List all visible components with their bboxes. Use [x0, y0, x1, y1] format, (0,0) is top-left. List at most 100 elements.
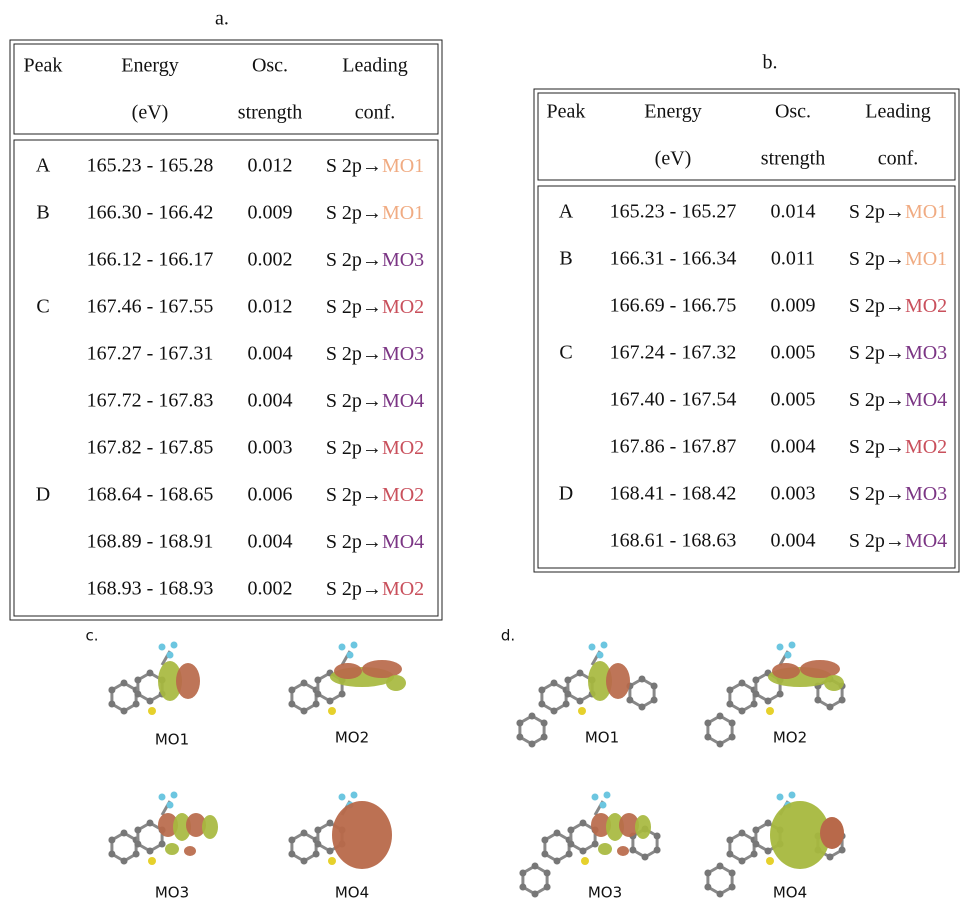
conf-orbital: MO4: [905, 530, 947, 552]
atom: [288, 687, 295, 694]
column-header: Peak: [547, 101, 586, 123]
energy-cell: 168.41 - 168.42: [610, 483, 737, 505]
conf-transition: S 2p→: [849, 389, 905, 411]
atom: [729, 734, 736, 741]
atom: [532, 863, 539, 870]
body-border: [538, 186, 955, 568]
molecule: [288, 642, 406, 716]
fluorine: [777, 794, 784, 801]
figure: a.PeakEnergy(eV)Osc.strengthLeadingconf.…: [0, 0, 960, 900]
atom: [301, 680, 308, 687]
osc-cell: 0.002: [248, 578, 293, 600]
atom: [751, 851, 758, 858]
atom: [726, 851, 733, 858]
conf-transition: S 2p→: [326, 437, 382, 459]
atom: [554, 858, 561, 865]
energy-cell: 166.31 - 166.34: [610, 248, 737, 270]
atom: [739, 708, 746, 715]
ring: [523, 866, 547, 894]
atom: [544, 884, 551, 891]
osc-cell: 0.003: [771, 483, 816, 505]
ring: [112, 833, 136, 861]
osc-cell: 0.012: [248, 296, 293, 318]
atom: [642, 854, 649, 861]
osc-cell: 0.003: [248, 437, 293, 459]
atom: [739, 680, 746, 687]
atom: [751, 701, 758, 708]
conf-orbital: MO3: [905, 342, 947, 364]
peak-cell: B: [36, 202, 49, 224]
atom: [541, 851, 548, 858]
column-header: (eV): [655, 148, 692, 170]
atom: [827, 704, 834, 711]
atom: [551, 708, 558, 715]
orbital-caption: MO4: [773, 884, 807, 900]
sulfur: [148, 857, 156, 865]
atom: [654, 833, 661, 840]
conf-cell: S 2p→MO1: [326, 155, 424, 177]
atom: [726, 701, 733, 708]
conf-transition: S 2p→: [326, 343, 382, 365]
peak-cell: D: [36, 484, 50, 506]
atom: [519, 884, 526, 891]
sulfur: [581, 857, 589, 865]
lobe: [165, 843, 179, 855]
atom: [729, 720, 736, 727]
osc-cell: 0.004: [248, 531, 293, 553]
atom: [752, 841, 759, 848]
atom: [529, 713, 536, 720]
atom: [133, 701, 140, 708]
energy-cell: 168.89 - 168.91: [87, 531, 214, 553]
conf-transition: S 2p→: [326, 155, 382, 177]
ring: [112, 683, 136, 711]
fluorine: [592, 794, 599, 801]
atom: [134, 827, 141, 834]
conf-orbital: MO3: [382, 343, 424, 365]
fluorine: [601, 642, 608, 649]
conf-orbital: MO2: [382, 296, 424, 318]
orbital-caption: MO1: [155, 731, 189, 749]
atom: [566, 851, 573, 858]
ring: [292, 683, 316, 711]
atom: [108, 851, 115, 858]
peak-cell: A: [559, 201, 574, 223]
conf-transition: S 2p→: [326, 484, 382, 506]
atom: [516, 734, 523, 741]
atom: [327, 698, 334, 705]
fluorine: [600, 802, 607, 809]
energy-cell: 166.30 - 166.42: [87, 202, 214, 224]
fluorine: [171, 642, 178, 649]
energy-cell: 165.23 - 165.27: [610, 201, 737, 223]
atom: [134, 691, 141, 698]
atom: [314, 677, 321, 684]
osc-cell: 0.011: [771, 248, 815, 270]
molecule: [519, 792, 660, 898]
energy-cell: 166.69 - 166.75: [610, 295, 737, 317]
atom: [577, 698, 584, 705]
ring: [730, 683, 754, 711]
atom: [147, 670, 154, 677]
sulfur: [148, 707, 156, 715]
fluorine: [339, 644, 346, 651]
sulfur: [766, 707, 774, 715]
atom: [564, 691, 571, 698]
atom: [629, 847, 636, 854]
atom: [765, 820, 772, 827]
atom: [554, 830, 561, 837]
energy-cell: 166.12 - 166.17: [87, 249, 214, 271]
atom: [301, 858, 308, 865]
atom: [133, 851, 140, 858]
osc-cell: 0.009: [771, 295, 816, 317]
ring: [708, 716, 732, 744]
orbital-caption: MO3: [588, 884, 622, 900]
atom: [639, 704, 646, 711]
atom: [580, 820, 587, 827]
atom: [765, 848, 772, 855]
conf-cell: S 2p→MO4: [849, 530, 947, 552]
molecule: [108, 642, 200, 716]
molecule: [704, 792, 845, 898]
conf-cell: S 2p→MO4: [326, 531, 424, 553]
energy-cell: 167.82 - 167.85: [87, 437, 214, 459]
atom: [765, 698, 772, 705]
atom: [147, 848, 154, 855]
